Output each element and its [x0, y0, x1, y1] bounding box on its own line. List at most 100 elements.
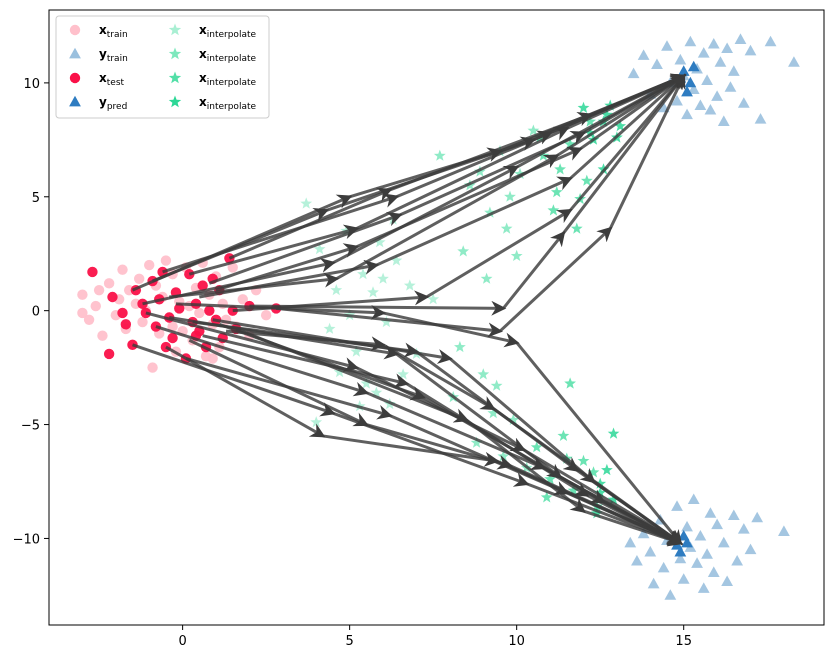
- x-test-point: [127, 339, 138, 351]
- y-pred-point: [684, 76, 697, 88]
- x-train-point: [133, 273, 145, 284]
- y-train-point: [691, 557, 703, 568]
- interp2-point: [504, 190, 516, 202]
- y-train-point: [637, 49, 650, 60]
- x-test-point: [120, 319, 132, 330]
- y-train-point: [737, 97, 750, 108]
- trajectory-arrow: [425, 208, 573, 299]
- legend-marker: [168, 23, 182, 36]
- x-test-point: [87, 266, 98, 278]
- y-train-point: [711, 518, 723, 530]
- trajectory-arrow: [498, 226, 613, 333]
- y-train-point: [724, 81, 737, 92]
- interp3-point: [554, 163, 566, 175]
- interp1-point: [357, 268, 369, 280]
- x-train-point: [147, 362, 158, 373]
- trajectory-arrow: [215, 243, 360, 292]
- y-train-point: [674, 53, 687, 65]
- y-train-point: [727, 65, 740, 76]
- interp1-point: [350, 345, 363, 357]
- trajectory-arrow: [202, 334, 410, 389]
- trajectory-arrow: [579, 74, 687, 151]
- y-train-point: [697, 47, 710, 58]
- trajectory-arrow: [562, 73, 686, 235]
- y-train-point: [664, 589, 677, 600]
- trajectory-arrow: [355, 126, 570, 231]
- interp2-point: [500, 222, 513, 234]
- interp1-point: [377, 272, 389, 284]
- y-tick-label: 5: [32, 191, 40, 206]
- y-train-point: [701, 548, 713, 559]
- interp3-point: [570, 222, 583, 234]
- trajectory-arrow: [332, 165, 520, 265]
- x-test-point: [107, 291, 118, 303]
- interp1-point: [300, 197, 313, 209]
- x-train-point: [237, 294, 248, 305]
- y-train-point: [714, 56, 727, 67]
- trajectory-arrow: [188, 338, 370, 427]
- interp2-point: [484, 206, 496, 218]
- y-train-point: [778, 525, 790, 536]
- interp1-point: [403, 279, 416, 291]
- y-train-point: [657, 561, 670, 573]
- interp4-point: [607, 493, 620, 505]
- y-train-point: [651, 58, 663, 70]
- y-tick-label: −5: [21, 419, 40, 434]
- interp3-point: [557, 429, 570, 441]
- interp2-point: [490, 379, 503, 391]
- y-tick-label: −10: [13, 532, 40, 547]
- interp1-point: [370, 386, 383, 398]
- interp1-point: [333, 366, 346, 378]
- y-train-point: [661, 40, 673, 51]
- legend-marker: [69, 72, 81, 84]
- x-tick-label: 15: [675, 634, 692, 649]
- y-train-point: [744, 44, 757, 56]
- trajectory-arrow: [188, 224, 360, 276]
- y-train-point: [701, 74, 713, 85]
- trajectory-arrow: [583, 509, 684, 547]
- y-train-point: [694, 99, 707, 111]
- y-train-point: [754, 113, 767, 124]
- trajectory-arrow: [465, 418, 586, 513]
- y-train-point: [717, 115, 730, 126]
- x-test-point: [174, 303, 185, 314]
- trajectory-arrow: [448, 357, 596, 484]
- interp4-point: [607, 427, 620, 439]
- interp1-point: [330, 284, 343, 296]
- y-train-point: [644, 545, 657, 557]
- interp3-point: [550, 186, 563, 198]
- interp1-point: [390, 254, 403, 266]
- trajectory-arrow: [375, 176, 573, 267]
- x-test-point: [150, 321, 162, 332]
- trajectory-arrow: [162, 193, 400, 274]
- trajectory-arrow: [395, 130, 553, 199]
- trajectory-arrow: [225, 329, 387, 352]
- x-train-point: [194, 307, 205, 319]
- y-train-point: [744, 543, 757, 555]
- trajectory-arrow: [208, 211, 403, 285]
- arrows-layer: [131, 73, 687, 547]
- trajectory-arrow: [399, 131, 587, 217]
- y-train-point: [674, 552, 687, 564]
- legend-marker: [69, 95, 81, 107]
- trajectory-arrow: [228, 187, 393, 260]
- y-train-point: [671, 94, 683, 106]
- y-train-point: [764, 35, 777, 47]
- x-test-point: [197, 280, 208, 291]
- y-train-point: [694, 529, 707, 541]
- x-train-point: [167, 321, 178, 332]
- x-train-point: [83, 314, 95, 325]
- plot-frame: [48, 9, 825, 626]
- trajectory-arrow: [496, 459, 684, 545]
- y-pred-point: [681, 85, 693, 97]
- legend-marker: [168, 71, 182, 84]
- y-train-point: [684, 35, 697, 47]
- interp1-point: [380, 315, 393, 328]
- x-tick-label: 10: [508, 634, 525, 649]
- y-train-point: [751, 511, 764, 523]
- x-train-point: [90, 300, 101, 312]
- y-train-point: [697, 582, 710, 593]
- interp2-point: [477, 368, 490, 380]
- y-train-point: [721, 42, 734, 54]
